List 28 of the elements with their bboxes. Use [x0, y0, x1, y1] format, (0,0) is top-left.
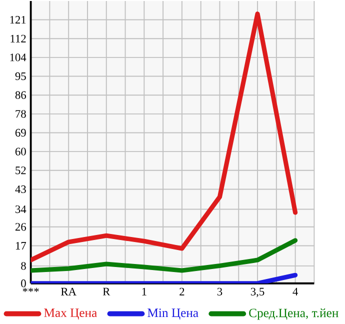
y-tick-label: 43	[15, 185, 26, 194]
y-tick-label: 17	[16, 242, 26, 250]
y-tick-label: 112	[10, 34, 26, 42]
y-tick-label: 69	[15, 128, 26, 137]
y-tick-label: 52	[16, 166, 26, 174]
x-tick-label: R	[102, 288, 110, 296]
x-tick-label: 3,5	[250, 288, 264, 298]
legend-label: Min Цена	[148, 308, 198, 320]
line-series	[30, 11, 298, 262]
x-tick-label: RA	[61, 288, 76, 296]
y-tick-label: 26	[15, 223, 26, 231]
legend-label: Сред.Цена, т.йен	[249, 308, 338, 320]
y-tick-label: 0	[21, 280, 26, 288]
legend-label: Max Цена	[44, 308, 97, 320]
line-series	[30, 238, 298, 273]
x-tick-label: 3	[217, 288, 222, 296]
y-tick-label: 104	[10, 54, 26, 62]
x-tick-label: 2	[180, 288, 184, 296]
y-tick-label: 8	[21, 262, 26, 270]
x-tick-label: 4	[292, 288, 298, 296]
x-tick-label: ***	[22, 288, 39, 292]
y-tick-label: 95	[15, 72, 26, 80]
y-tick-label: 60	[15, 148, 26, 156]
y-tick-label: 86	[15, 91, 26, 99]
y-tick-label: 34	[16, 205, 26, 214]
y-tick-label: 78	[16, 110, 26, 118]
y-tick-label: 121	[10, 16, 26, 24]
x-tick-label: 1	[142, 288, 146, 296]
